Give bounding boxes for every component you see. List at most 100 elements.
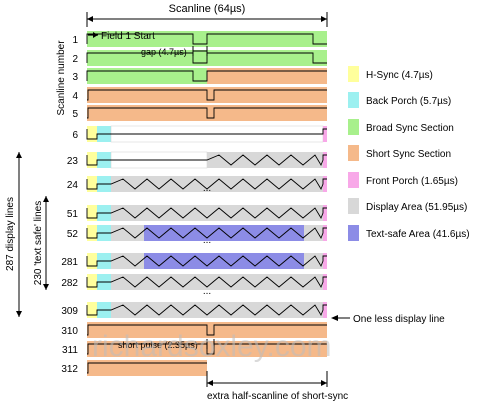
h-sync <box>87 253 97 269</box>
scanline-row-3: 3 <box>72 68 327 84</box>
scanline-arrow <box>86 12 328 27</box>
display-lines-axis: 287 display lines <box>5 197 16 271</box>
scanline-number: 309 <box>61 306 78 317</box>
legend-item: Text-safe Area (41.6µs) <box>348 225 470 241</box>
front-porch <box>323 205 327 221</box>
waveform <box>86 154 327 167</box>
legend-swatch <box>348 66 359 82</box>
scanline-number: 5 <box>72 109 78 120</box>
scanline-number: 281 <box>61 257 78 268</box>
scanline-row-312: 312 <box>61 360 207 376</box>
scanline-rows: 12345623245152281282309310311312........… <box>61 31 327 376</box>
legend-item: Front Porch (1.65µs) <box>348 172 458 188</box>
short-sync-section <box>207 68 327 84</box>
h-sync <box>87 176 97 192</box>
one-less-label: One less display line <box>353 314 445 325</box>
ellipsis: ... <box>203 286 211 297</box>
broad-sync-section <box>207 50 327 66</box>
scanline-number: 282 <box>61 278 78 289</box>
waveform <box>86 304 327 317</box>
scanline-number: 312 <box>61 364 78 375</box>
ellipsis: ... <box>203 235 211 246</box>
display-area <box>207 152 323 168</box>
legend-swatch <box>348 119 359 135</box>
field-start-label: Field 1 Start <box>101 31 155 42</box>
gap-label: gap (4.7µs) <box>141 47 187 57</box>
legend-item: Broad Sync Section <box>348 119 454 135</box>
legend-label: Short Sync Section <box>366 149 451 160</box>
legend-label: H-Sync (4.7µs) <box>366 70 433 81</box>
front-porch <box>323 302 327 318</box>
legend-swatch <box>348 198 359 214</box>
waveform <box>86 33 327 45</box>
front-porch <box>323 225 327 241</box>
waveform <box>86 70 327 82</box>
waveform <box>87 107 327 119</box>
scanline-row-52: 52 <box>67 225 327 241</box>
scanline-number: 1 <box>72 35 78 46</box>
front-porch <box>323 126 327 142</box>
broad-sync-section <box>87 31 207 47</box>
display-area <box>111 302 323 318</box>
front-porch <box>323 253 327 269</box>
legend: H-Sync (4.7µs) Back Porch (5.7µs) Broad Sy… <box>348 66 470 241</box>
safe-lines-axis: 230 'text safe' lines <box>33 201 44 285</box>
scanline-number: 310 <box>61 326 78 337</box>
safe-lines-arrow <box>43 196 49 290</box>
scanline-row-51: 51 <box>67 205 327 221</box>
scanline-row-5: 5 <box>72 105 327 121</box>
scanline-row-4: 4 <box>72 87 327 103</box>
broad-sync-section <box>87 50 207 66</box>
scanline-number: 51 <box>67 209 79 220</box>
h-sync <box>87 152 97 168</box>
watermark: richardsoxley.com <box>92 330 332 363</box>
legend-label: Front Porch (1.65µs) <box>366 176 458 187</box>
half-scanline-arrow <box>206 371 328 387</box>
gap-marker <box>192 46 208 56</box>
one-less-arrow <box>331 315 350 321</box>
scanline-number: 24 <box>67 180 79 191</box>
front-porch <box>323 152 327 168</box>
short-sync-section <box>87 360 207 376</box>
waveform <box>87 89 327 101</box>
scanline-number-axis: Scanline number <box>56 40 67 116</box>
scanline-number: 23 <box>67 156 79 167</box>
ellipsis: ... <box>203 183 211 194</box>
waveform <box>87 324 327 336</box>
half-scanline-label: extra half-scanline of short-sync <box>207 391 348 402</box>
waveform <box>86 178 327 191</box>
legend-label: Broad Sync Section <box>366 123 454 134</box>
waveform <box>86 276 327 289</box>
broad-sync-section <box>207 31 327 47</box>
front-porch <box>323 274 327 290</box>
legend-swatch <box>348 172 359 188</box>
text-safe-area <box>144 253 304 269</box>
scanline-row-309: 309 <box>61 302 327 318</box>
scanline-row-282: 282 <box>61 274 327 290</box>
h-sync <box>87 126 97 142</box>
scanline-row-23: 23 <box>67 151 327 169</box>
scanline-row-6: 6 <box>72 125 327 143</box>
scanline-number: 4 <box>72 91 78 102</box>
h-sync <box>87 274 97 290</box>
h-sync <box>87 205 97 221</box>
legend-swatch <box>348 145 359 161</box>
legend-label: Text-safe Area (41.6µs) <box>366 229 470 240</box>
scanline-number: 311 <box>62 345 78 356</box>
legend-swatch <box>348 92 359 108</box>
display-lines-arrow <box>16 152 22 317</box>
scanline-number: 6 <box>72 130 78 141</box>
scanline-row-281: 281 <box>61 253 327 269</box>
waveform <box>86 255 327 268</box>
legend-item: Back Porch (5.7µs) <box>348 92 451 108</box>
text-safe-area <box>144 225 304 241</box>
display-area <box>111 205 323 221</box>
waveform <box>86 52 327 64</box>
front-porch <box>323 176 327 192</box>
scanline-row-24: 24 <box>67 176 327 192</box>
scanline-number: 52 <box>67 229 79 240</box>
broad-sync-section <box>87 68 207 84</box>
waveform <box>87 362 207 374</box>
waveform <box>86 207 327 220</box>
